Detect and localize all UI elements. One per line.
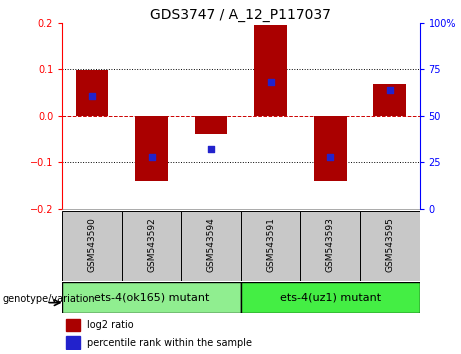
Text: GSM543592: GSM543592 [147, 217, 156, 272]
Bar [254, 25, 287, 116]
Text: ets-4(ok165) mutant: ets-4(ok165) mutant [94, 293, 209, 303]
Bar [301, 211, 360, 281]
Title: GDS3747 / A_12_P117037: GDS3747 / A_12_P117037 [150, 8, 331, 22]
Text: percentile rank within the sample: percentile rank within the sample [87, 338, 252, 348]
Text: GSM543593: GSM543593 [325, 217, 335, 272]
Bar [373, 84, 406, 116]
Bar [241, 282, 420, 313]
Bar [195, 116, 227, 133]
Bar [360, 211, 420, 281]
Point [207, 147, 215, 152]
Point [89, 93, 96, 99]
Bar [135, 116, 168, 181]
Text: genotype/variation: genotype/variation [2, 294, 95, 304]
Text: GSM543590: GSM543590 [88, 217, 96, 272]
Text: log2 ratio: log2 ratio [87, 320, 134, 330]
Point [326, 154, 334, 160]
Bar [62, 211, 122, 281]
Bar [62, 282, 241, 313]
Bar [66, 319, 80, 331]
Bar [314, 116, 347, 181]
Bar [66, 336, 80, 349]
Text: GSM543594: GSM543594 [207, 217, 216, 272]
Point [267, 80, 274, 85]
Point [148, 154, 155, 160]
Bar [181, 211, 241, 281]
Text: GSM543595: GSM543595 [385, 217, 394, 272]
Text: ets-4(uz1) mutant: ets-4(uz1) mutant [280, 293, 381, 303]
Bar [76, 70, 108, 116]
Point [386, 87, 393, 93]
Bar [122, 211, 181, 281]
Text: GSM543591: GSM543591 [266, 217, 275, 272]
Bar [241, 211, 301, 281]
